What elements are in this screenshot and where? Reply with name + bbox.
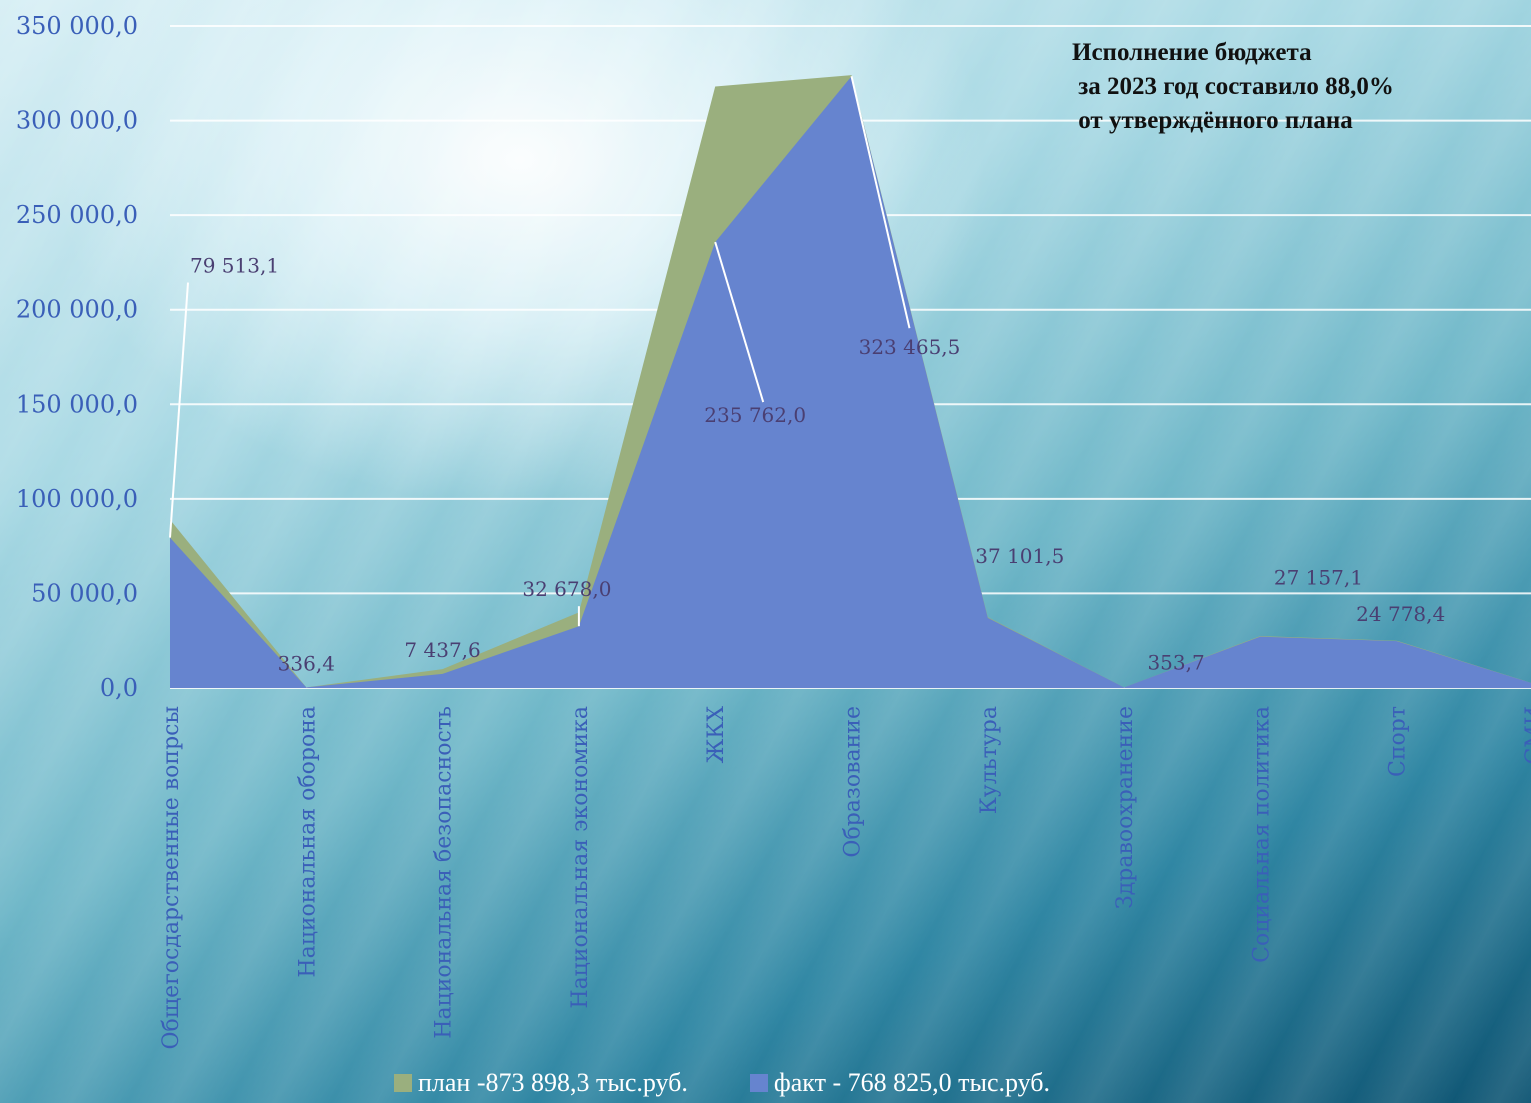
y-axis-ticks: 0,0 50 000,0 100 000,0 150 000,0 200 000,0 25… <box>16 12 138 702</box>
data-label: 323 465,5 <box>859 335 961 359</box>
y-tick-label: 250 000,0 <box>16 201 138 229</box>
x-tick-label: Социальная политика <box>1249 706 1274 963</box>
leader-line <box>714 241 765 403</box>
data-label: 353,7 <box>1147 650 1204 674</box>
data-label: 7 437,6 <box>404 638 480 662</box>
data-label: 24 778,4 <box>1356 602 1445 626</box>
y-tick-label: 50 000,0 <box>31 579 138 607</box>
title-line-1: Исполнение бюджета <box>1072 39 1312 66</box>
legend-label-plan: план -873 898,3 тыс.руб. <box>418 1068 688 1097</box>
legend-item-plan: план -873 898,3 тыс.руб. <box>394 1068 688 1098</box>
leader-line <box>169 282 189 538</box>
leader-line <box>850 75 911 329</box>
x-tick-label: Национальная оборона <box>295 706 320 978</box>
chart-title: Исполнение бюджета за 2023 год составило… <box>1072 36 1394 138</box>
x-tick-label: Национальная безопасность <box>432 706 457 1039</box>
x-tick-label: Национальная экономика <box>568 706 593 1009</box>
legend-label-fact: факт - 768 825,0 тыс.руб. <box>773 1068 1051 1097</box>
y-tick-label: 0,0 <box>100 674 138 702</box>
y-tick-label: 100 000,0 <box>16 485 138 513</box>
data-labels: 79 513,1 336,4 7 437,6 32 678,0 235 762,0 323… <box>190 254 1445 676</box>
leader-lines <box>169 75 911 627</box>
x-tick-label: Спорт <box>1386 706 1411 777</box>
x-axis-ticks: Общегосдарственные вопрсы Национальная об… <box>159 706 1531 1050</box>
x-tick-label: Здравоохранение <box>1113 706 1138 909</box>
y-tick-label: 300 000,0 <box>16 107 138 135</box>
data-label: 79 513,1 <box>190 254 279 278</box>
x-tick-label: СМИ <box>1522 706 1531 765</box>
x-tick-label: Образование <box>841 706 866 858</box>
data-label: 235 762,0 <box>704 403 806 427</box>
y-tick-label: 150 000,0 <box>16 390 138 418</box>
data-label: 336,4 <box>278 651 335 675</box>
x-tick-label: Общегосдарственные вопрсы <box>159 706 184 1050</box>
legend-swatch-plan <box>394 1074 412 1092</box>
legend-swatch-fact <box>749 1074 768 1092</box>
series-area-fact <box>170 76 1531 688</box>
x-tick-label: ЖКХ <box>704 706 729 764</box>
data-label: 27 157,1 <box>1274 566 1363 590</box>
title-line-2: за 2023 год составило 88,0% <box>1072 73 1394 100</box>
y-tick-label: 350 000,0 <box>16 12 138 40</box>
y-tick-label: 200 000,0 <box>16 296 138 324</box>
chart-areas <box>170 75 1531 688</box>
data-label: 37 101,5 <box>975 544 1064 568</box>
data-label: 32 678,0 <box>522 577 611 601</box>
legend-item-fact: факт - 768 825,0 тыс.руб. <box>749 1068 1051 1098</box>
chart-legend: план -873 898,3 тыс.руб. факт - 768 825,… <box>394 1068 1050 1098</box>
x-tick-label: Культура <box>977 706 1002 814</box>
title-line-3: от утверждённого плана <box>1072 107 1353 134</box>
